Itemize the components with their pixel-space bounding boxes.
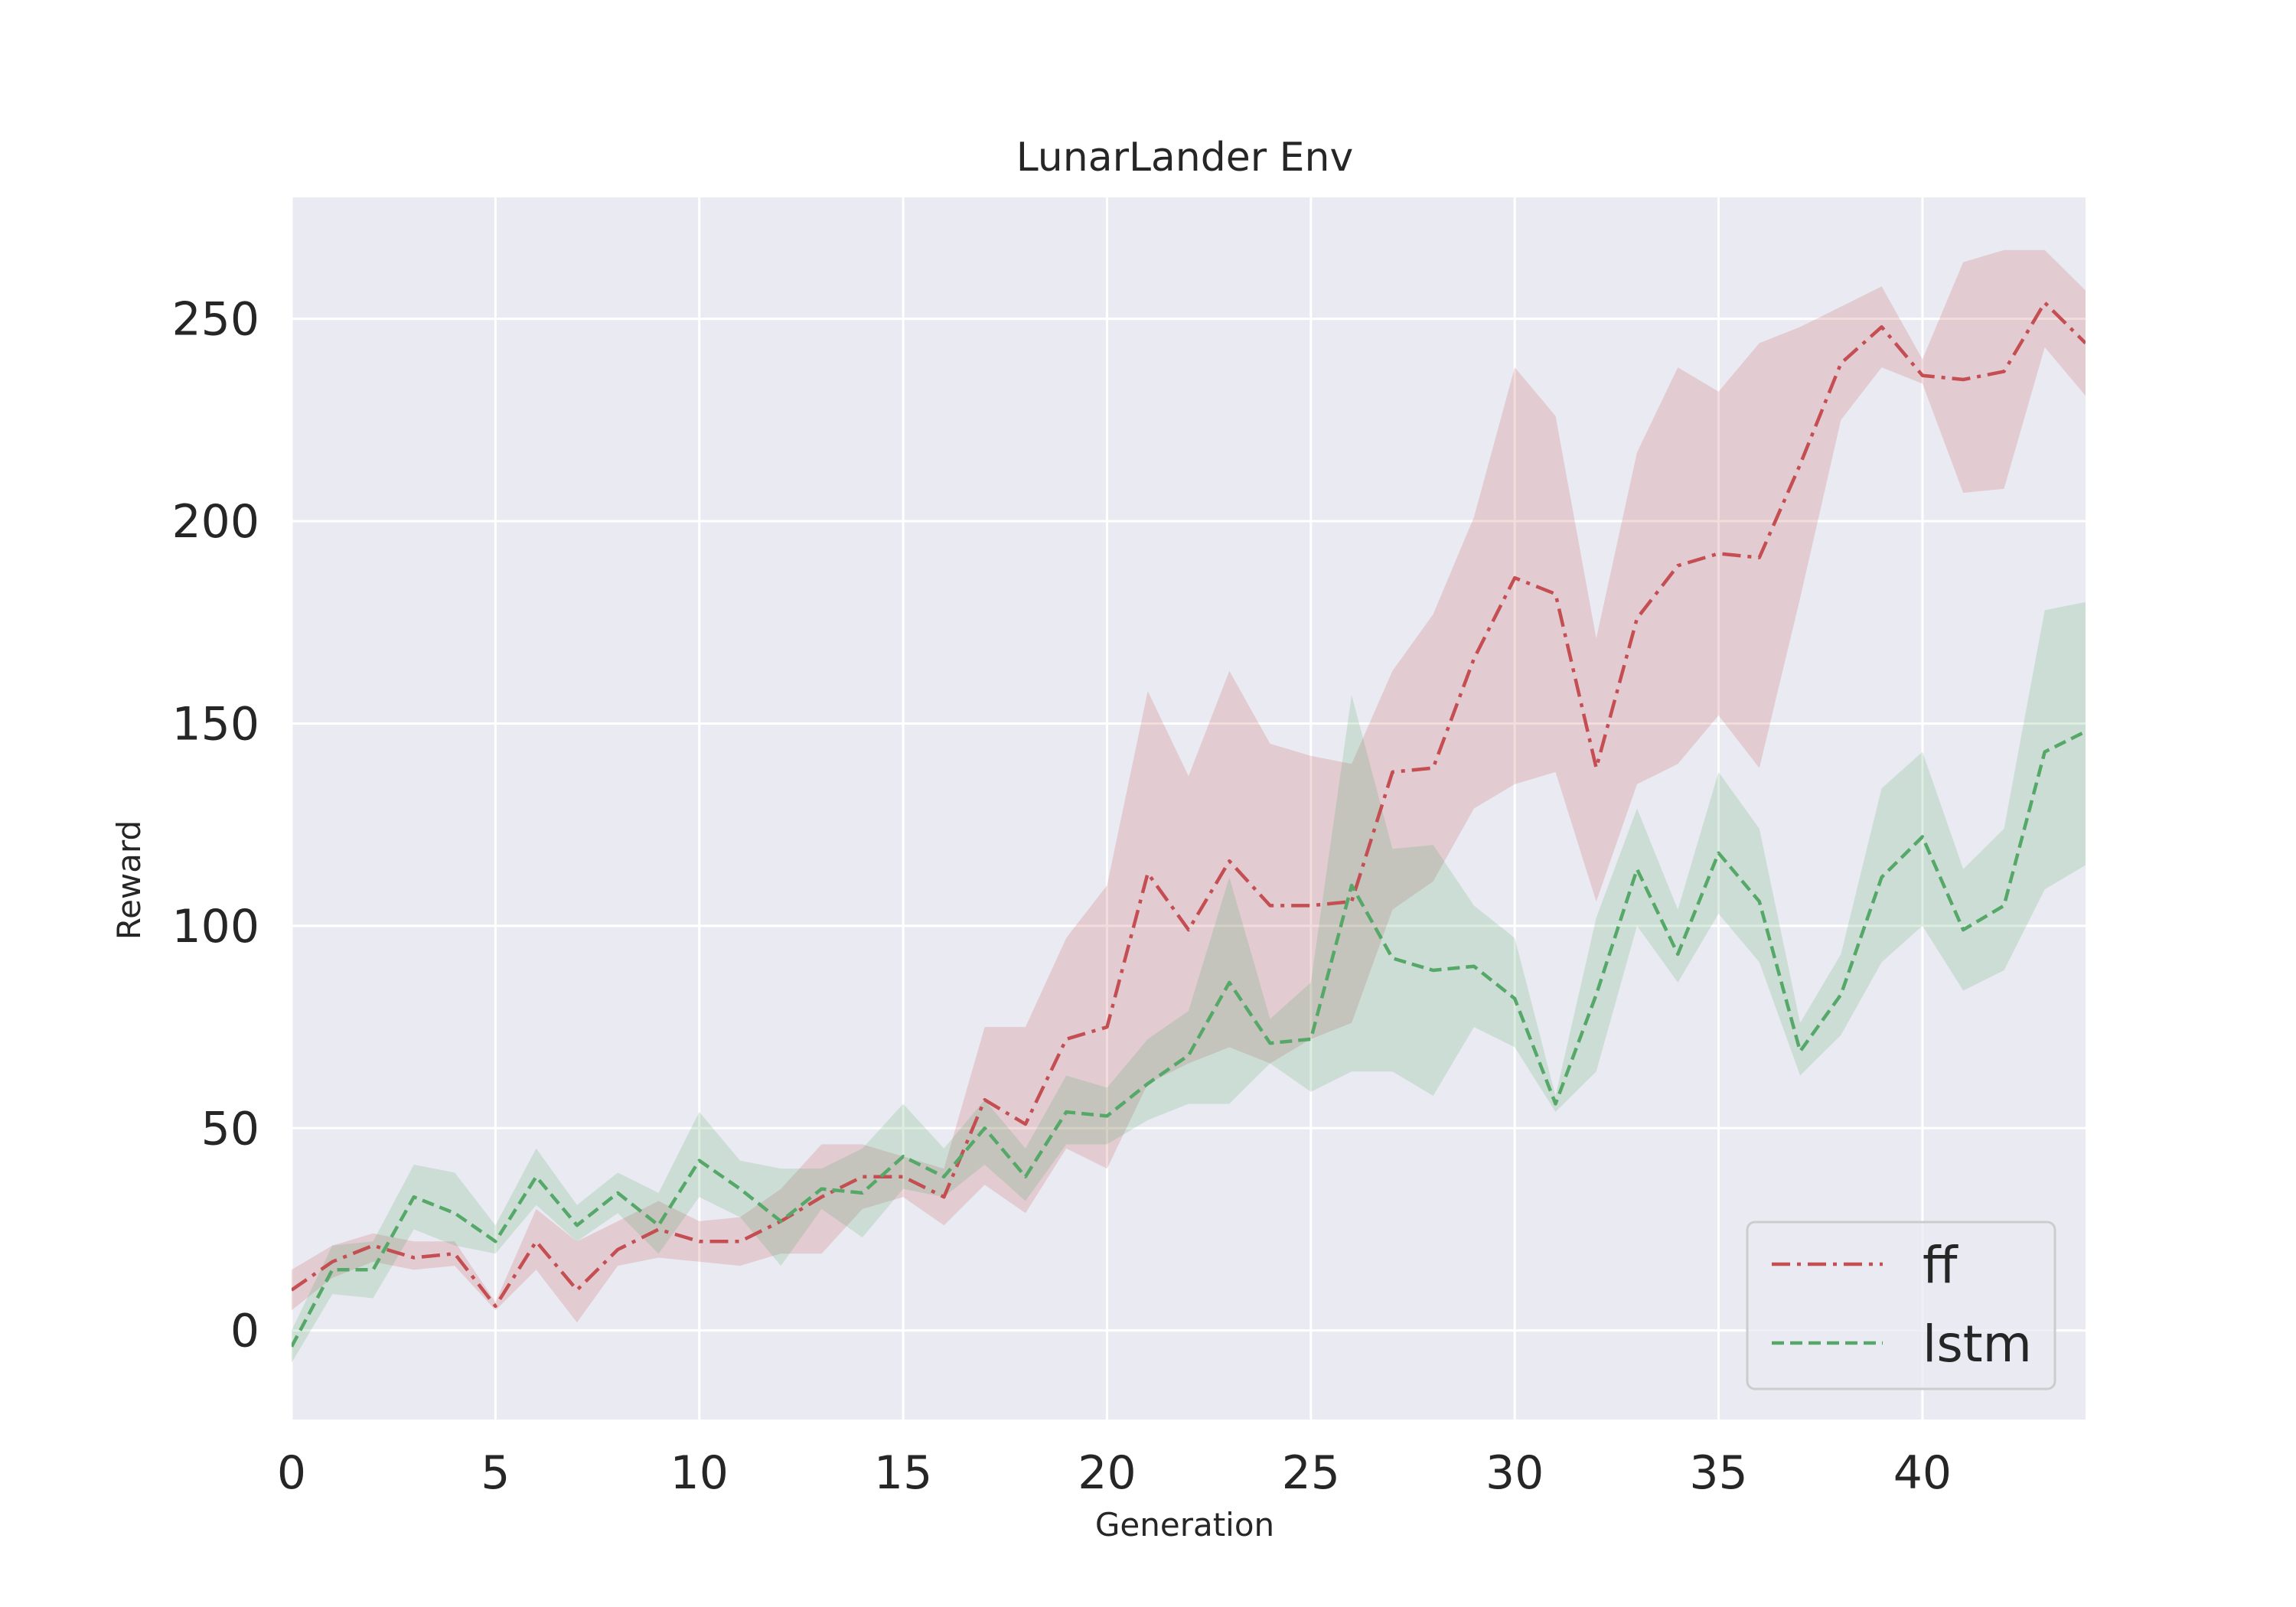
band-ff xyxy=(292,249,2086,1323)
series-line-lstm xyxy=(292,729,2086,1348)
legend-label-lstm: lstm xyxy=(1923,1315,2032,1374)
x-tick-label: 20 xyxy=(1078,1446,1136,1500)
confidence-bands xyxy=(292,249,2086,1363)
y-tick-label: 250 xyxy=(171,293,259,347)
y-axis-label: Reward xyxy=(110,820,148,940)
y-tick-label: 0 xyxy=(230,1305,259,1358)
x-tick-label: 10 xyxy=(670,1446,729,1500)
x-tick-label: 30 xyxy=(1486,1446,1544,1500)
x-tick-label: 35 xyxy=(1689,1446,1747,1500)
x-axis-ticks: 0 5 10 15 20 25 30 35 40 xyxy=(277,1446,1952,1500)
y-tick-label: 50 xyxy=(201,1102,259,1156)
x-axis-label: Generation xyxy=(1095,1506,1274,1543)
series-line-ff xyxy=(292,301,2086,1309)
y-tick-label: 150 xyxy=(171,697,259,751)
chart-title: LunarLander Env xyxy=(1016,135,1354,181)
legend: ff lstm xyxy=(1746,1221,2056,1390)
legend-label-ff: ff xyxy=(1923,1236,1958,1295)
x-tick-label: 0 xyxy=(277,1446,306,1500)
y-axis-ticks: 0 50 100 150 200 250 xyxy=(171,293,259,1358)
series-lines xyxy=(292,301,2086,1348)
y-tick-label: 100 xyxy=(171,900,259,953)
x-tick-label: 40 xyxy=(1893,1446,1952,1500)
x-tick-label: 5 xyxy=(481,1446,510,1500)
band-lstm xyxy=(292,601,2086,1363)
y-tick-label: 200 xyxy=(171,495,259,549)
x-tick-label: 25 xyxy=(1282,1446,1340,1500)
x-tick-label: 15 xyxy=(874,1446,932,1500)
